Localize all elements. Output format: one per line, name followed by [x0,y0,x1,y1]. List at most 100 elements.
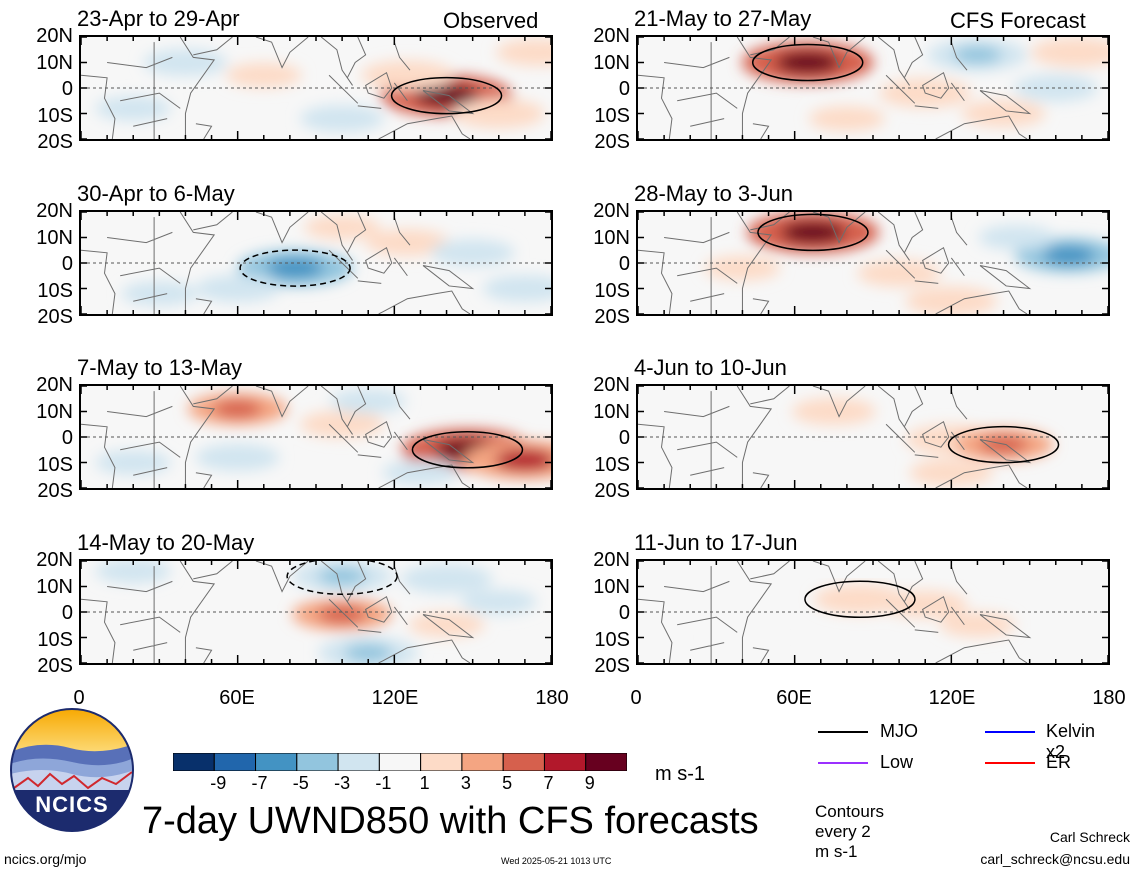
y-tick-label: 20N [593,374,630,396]
contour-note: Contours every 2 m s-1 [815,802,884,861]
x-tick-label: 60E [776,687,812,709]
legend-label-mjo: MJO [880,721,918,741]
colorbar-tick-label: 1 [419,773,430,793]
x-tick-label: 0 [73,687,85,709]
y-tick-label: 20S [37,480,73,502]
anomaly-blob [857,259,942,287]
map-panel [636,559,1110,665]
map-panel [79,210,553,316]
anomaly-core [1042,245,1095,265]
y-tick-label: 10N [593,51,630,74]
y-tick-label: 10N [36,51,73,74]
anomaly-blob [95,561,172,584]
anomaly-blob [813,584,906,615]
footer-url: ncics.org/mjo [4,851,87,867]
y-tick-label: 20S [37,655,73,677]
ncics-logo: NCICS [10,708,134,832]
anomaly-core [318,605,367,624]
colorbar-tick-label: -7 [251,773,268,793]
colorbar-tick-label: -5 [292,773,309,793]
y-tick-label: 20N [593,200,630,222]
anomaly-blob [361,60,454,91]
anomaly-blob [195,443,280,471]
y-tick-label: 10S [594,628,630,651]
x-tick-label: 0 [630,687,642,709]
panel-title: 21-May to 27-May [634,6,812,31]
y-tick-label: 20N [36,200,73,222]
colorbar-tick-label: 9 [584,773,595,793]
anomaly-blob [300,410,385,438]
anomaly-blob [791,397,876,426]
colorbar-tick-label: 5 [502,773,513,793]
anomaly-blob [961,99,1046,128]
colorbar-swatch [420,752,463,772]
anomaly-blob [939,612,1016,638]
coastline [638,561,1032,663]
y-tick-label: 20S [594,131,630,153]
y-tick-label: 10N [593,226,630,249]
y-tick-label: 10N [36,575,73,598]
mjo-contour [751,43,864,82]
anomaly-blob [482,274,551,303]
legend-line-low [818,762,868,764]
map-panel [79,559,553,665]
panel-title: 7-May to 13-May [77,355,243,380]
colorbar-unit: m s-1 [655,763,705,785]
y-tick-label: 10N [36,226,73,249]
map-panel [636,210,1110,316]
anomaly-blob [382,460,459,486]
anomaly-core [494,449,551,471]
mjo-contour [947,425,1060,464]
y-tick-label: 20S [37,131,73,153]
y-tick-label: 0 [61,78,73,100]
y-tick-label: 0 [618,78,630,100]
y-tick-label: 20N [593,25,630,47]
anomaly-core [318,567,367,586]
anomaly-blob [909,459,994,487]
map-panel [636,384,1110,490]
anomaly-core [267,257,324,279]
anomaly-blob [330,388,407,414]
footer-timestamp: Wed 2025-05-21 1013 UTC [501,856,612,866]
anomaly-blob [95,96,172,121]
anomaly-blob [95,450,172,475]
colorbar-swatch [461,752,504,772]
y-tick-label: 20S [594,655,630,677]
map-panel [636,35,1110,141]
legend-line-er [985,762,1035,764]
anomaly-blob [400,564,493,594]
mjo-contour [757,213,869,252]
y-tick-label: 20N [593,549,630,571]
panel-title: 14-May to 20-May [77,530,255,555]
y-tick-label: 10S [37,453,73,476]
y-tick-label: 0 [61,427,73,449]
colorbar-swatch [255,752,298,772]
y-tick-label: 10S [37,628,73,651]
mjo-contour [239,249,351,287]
colorbar-swatch [543,752,587,772]
y-tick-label: 0 [618,602,630,624]
x-tick-label: 60E [219,687,255,709]
y-tick-label: 10S [37,279,73,302]
panel-title: 30-Apr to 6-May [77,181,235,206]
panel-title: 23-Apr to 29-Apr [77,6,240,31]
anomaly-blob [300,105,385,133]
x-tick-label: 180 [1092,687,1126,709]
anomaly-core [414,84,479,108]
mjo-contour [804,580,916,618]
anomaly-blob [808,106,885,131]
coastline [638,386,1032,488]
anomaly-blob [460,589,537,615]
y-tick-label: 10N [36,400,73,423]
logo-text: NCICS [35,792,109,817]
y-tick-label: 10N [593,400,630,423]
x-tick-label: 120E [928,687,976,709]
colorbar-swatch [337,752,380,772]
panel-title: 4-Jun to 10-Jun [634,355,787,380]
anomaly-blob [195,274,280,303]
colorbar-swatch [585,752,628,772]
colorbar-tick-label: -3 [334,773,351,793]
legend-label-kelvin: Kelvin x2 [1046,721,1096,762]
legend-label-er: ER [1046,752,1072,772]
y-tick-label: 20S [594,480,630,502]
